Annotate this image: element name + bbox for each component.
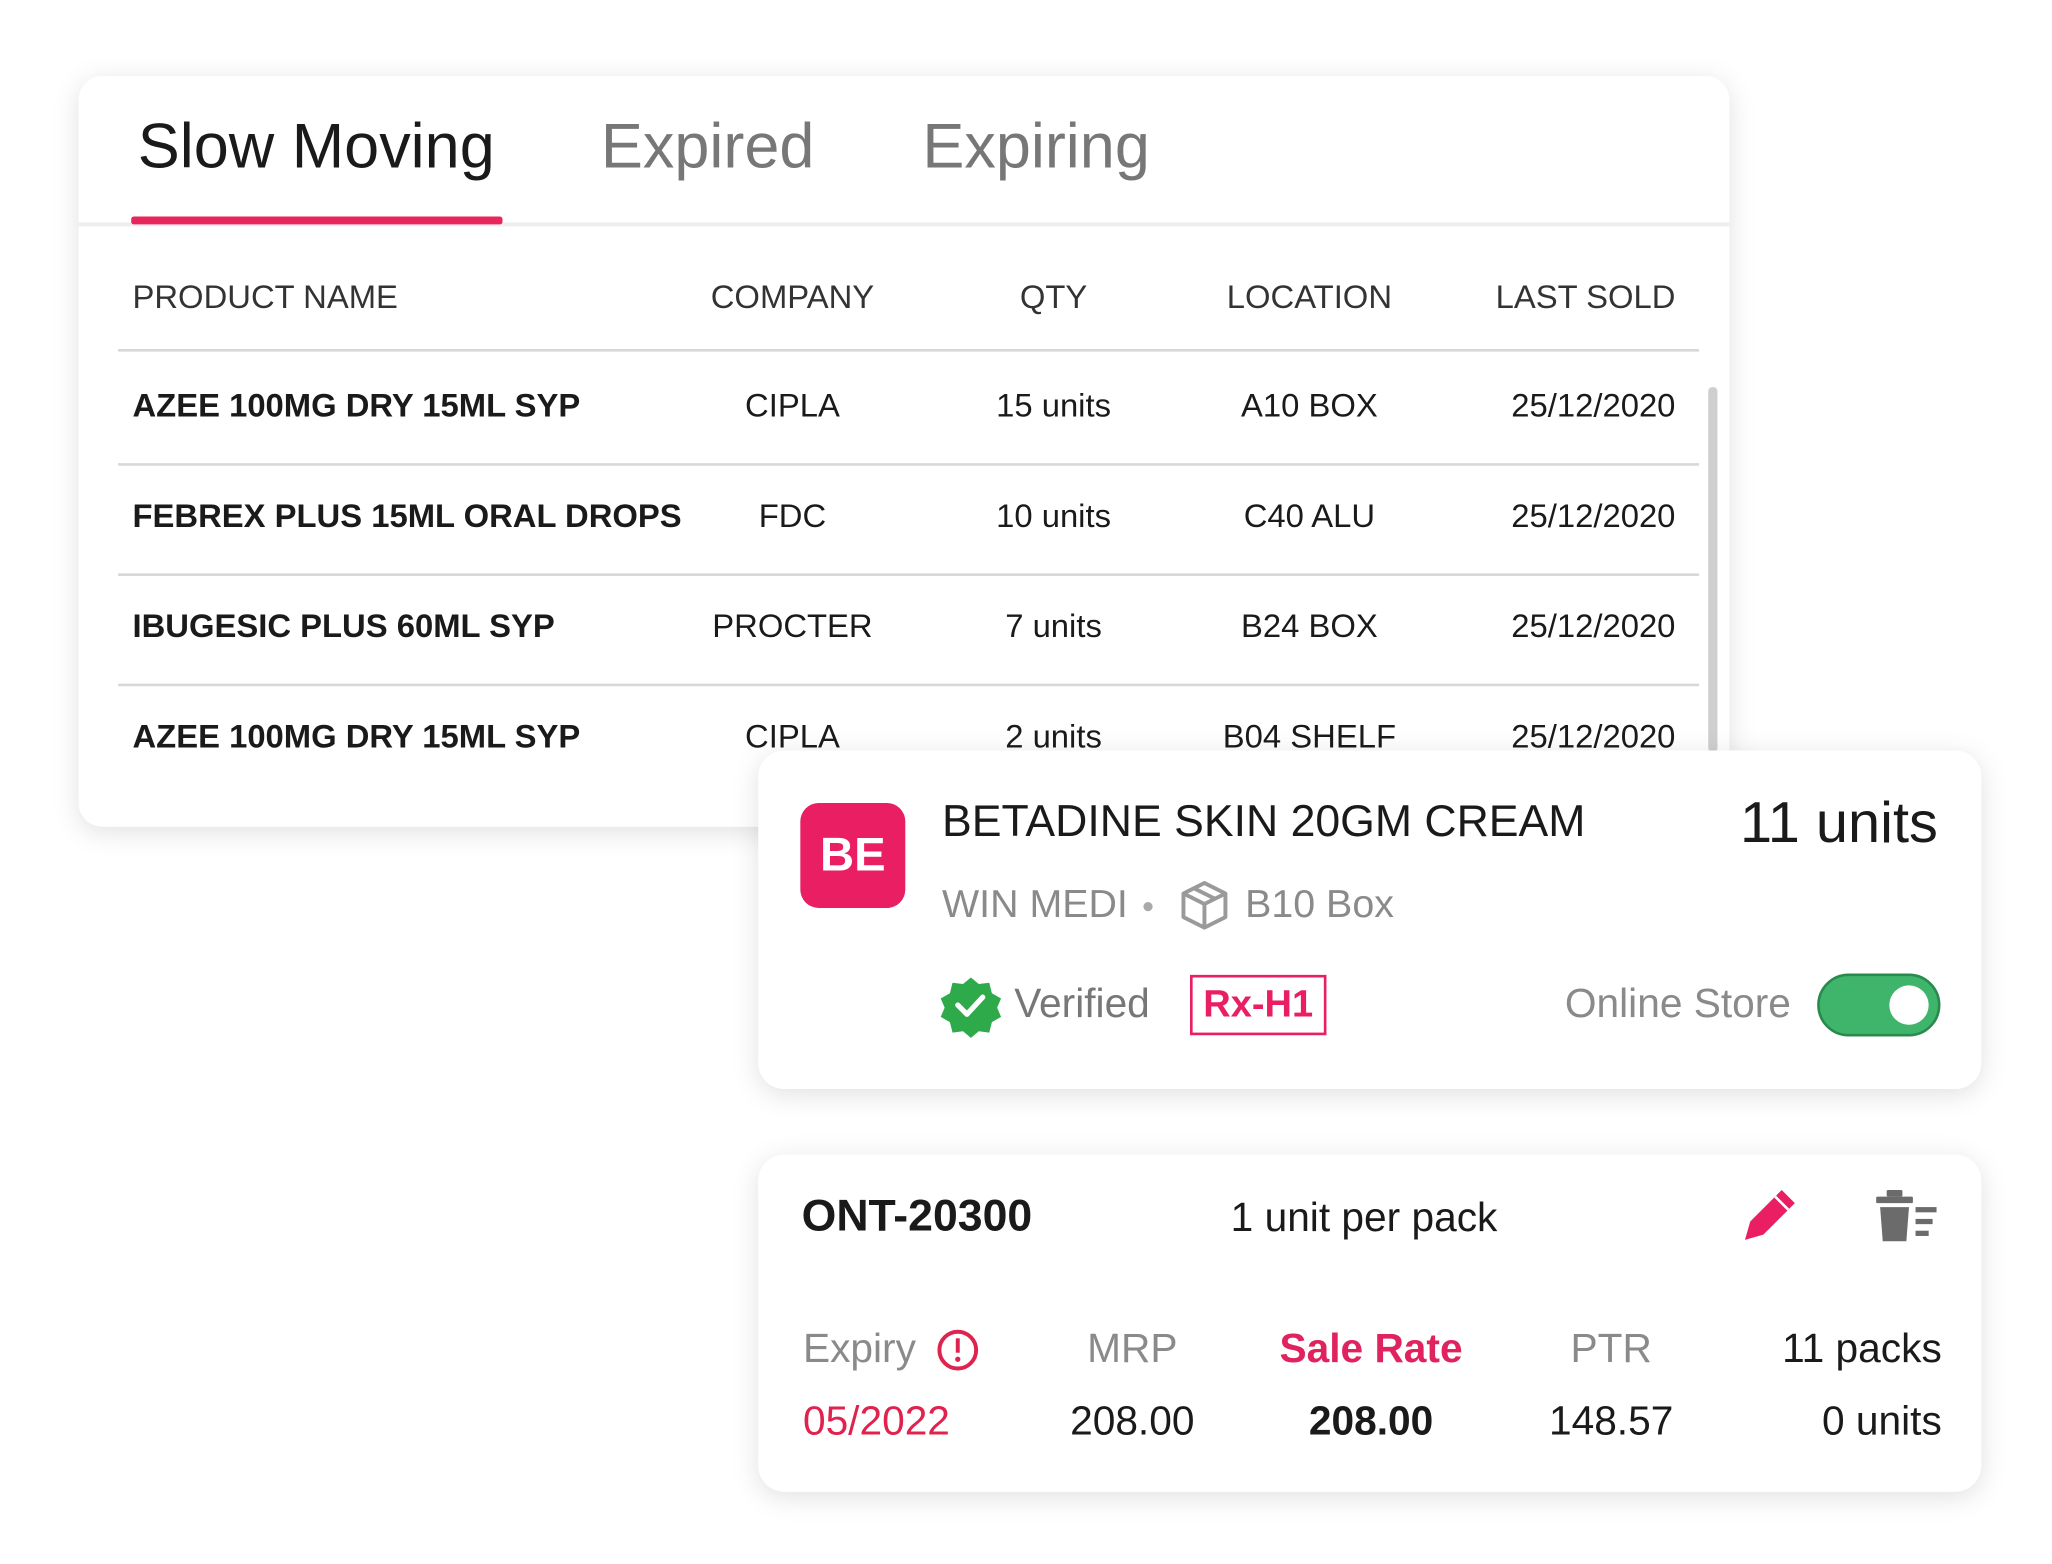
- batch-card: [758, 1154, 1982, 1492]
- ptr-label: PTR: [1571, 1325, 1652, 1371]
- product-name: BETADINE SKIN 20GM CREAM: [942, 797, 1585, 846]
- expiry-date: 05/2022: [803, 1397, 950, 1443]
- table-cell: 15 units: [996, 387, 1111, 424]
- expiry-warning-icon: [937, 1329, 979, 1371]
- company: WIN MEDI: [942, 882, 1128, 926]
- product-name-cell: AZEE 100MG DRY 15ML SYP: [133, 717, 581, 754]
- table-cell: A10 BOX: [1241, 387, 1378, 424]
- expiry-label: Expiry: [803, 1325, 917, 1371]
- units: 0 units: [1822, 1397, 1942, 1443]
- table: PRODUCT NAME COMPANY QTY LOCATION LAST SOLD A…: [118, 278, 1700, 754]
- schedule-badge: [1190, 974, 1327, 1036]
- verified-icon: [940, 977, 1002, 1038]
- packs: 11 packs: [1782, 1325, 1942, 1371]
- table-cell: FDC: [759, 497, 826, 534]
- sale-rate-label: Sale Rate: [1280, 1325, 1463, 1371]
- product-card: [758, 750, 1982, 1090]
- store-label: Online Store: [1565, 980, 1791, 1026]
- pack-size: 1 unit per pack: [1231, 1194, 1498, 1240]
- box-icon: [1181, 881, 1228, 930]
- table-cell: 7 units: [1005, 607, 1102, 644]
- mrp-label: MRP: [1087, 1325, 1177, 1371]
- table-cell: 25/12/2020: [1511, 497, 1675, 534]
- tab-active[interactable]: Slow Moving: [138, 112, 495, 182]
- batch-code: ONT-20300: [802, 1192, 1033, 1241]
- avatar-initials: BE: [820, 829, 886, 882]
- scrollbar[interactable]: [1708, 387, 1718, 752]
- delete-icon[interactable]: [1876, 1190, 1937, 1242]
- table-cell: B24 BOX: [1241, 607, 1378, 644]
- table-card: [78, 76, 1730, 827]
- column-header: COMPANY: [711, 278, 875, 315]
- verified-label: Verified: [1014, 980, 1150, 1026]
- location: B10 Box: [1245, 882, 1394, 926]
- product-name-cell: IBUGESIC PLUS 60ML SYP: [133, 607, 555, 644]
- product-quantity: 11 units: [1740, 791, 1938, 855]
- table-cell: C40 ALU: [1244, 497, 1375, 534]
- column-header: LOCATION: [1227, 278, 1392, 315]
- product-name-cell: FEBREX PLUS 15ML ORAL DROPS: [133, 497, 682, 534]
- table-cell: CIPLA: [745, 387, 840, 424]
- table-cell: 25/12/2020: [1511, 607, 1675, 644]
- avatar: [800, 802, 906, 908]
- product-name-cell: AZEE 100MG DRY 15ML SYP: [133, 387, 581, 424]
- edit-icon[interactable]: [1744, 1190, 1795, 1240]
- column-header: QTY: [1020, 278, 1088, 315]
- table-cell: 2 units: [1005, 717, 1102, 754]
- table-cell: CIPLA: [745, 717, 840, 754]
- sale-rate-value: 208.00: [1309, 1397, 1433, 1443]
- table-cell: 25/12/2020: [1511, 387, 1675, 424]
- schedule-label: Rx-H1: [1203, 983, 1313, 1025]
- table-cell: PROCTER: [712, 607, 872, 644]
- table-cell: 25/12/2020: [1511, 717, 1675, 754]
- toggle-knob: [1889, 985, 1929, 1025]
- tab[interactable]: Expired: [601, 112, 815, 182]
- tab[interactable]: Expiring: [922, 112, 1149, 182]
- column-header: LAST SOLD: [1496, 278, 1676, 315]
- column-header: PRODUCT NAME: [133, 278, 398, 315]
- tab-underline: [131, 216, 503, 225]
- table-cell: 10 units: [996, 497, 1111, 534]
- ptr-value: 148.57: [1549, 1397, 1673, 1443]
- separator-dot: [1143, 902, 1153, 912]
- mrp-value: 208.00: [1070, 1397, 1194, 1443]
- table-cell: B04 SHELF: [1223, 717, 1396, 754]
